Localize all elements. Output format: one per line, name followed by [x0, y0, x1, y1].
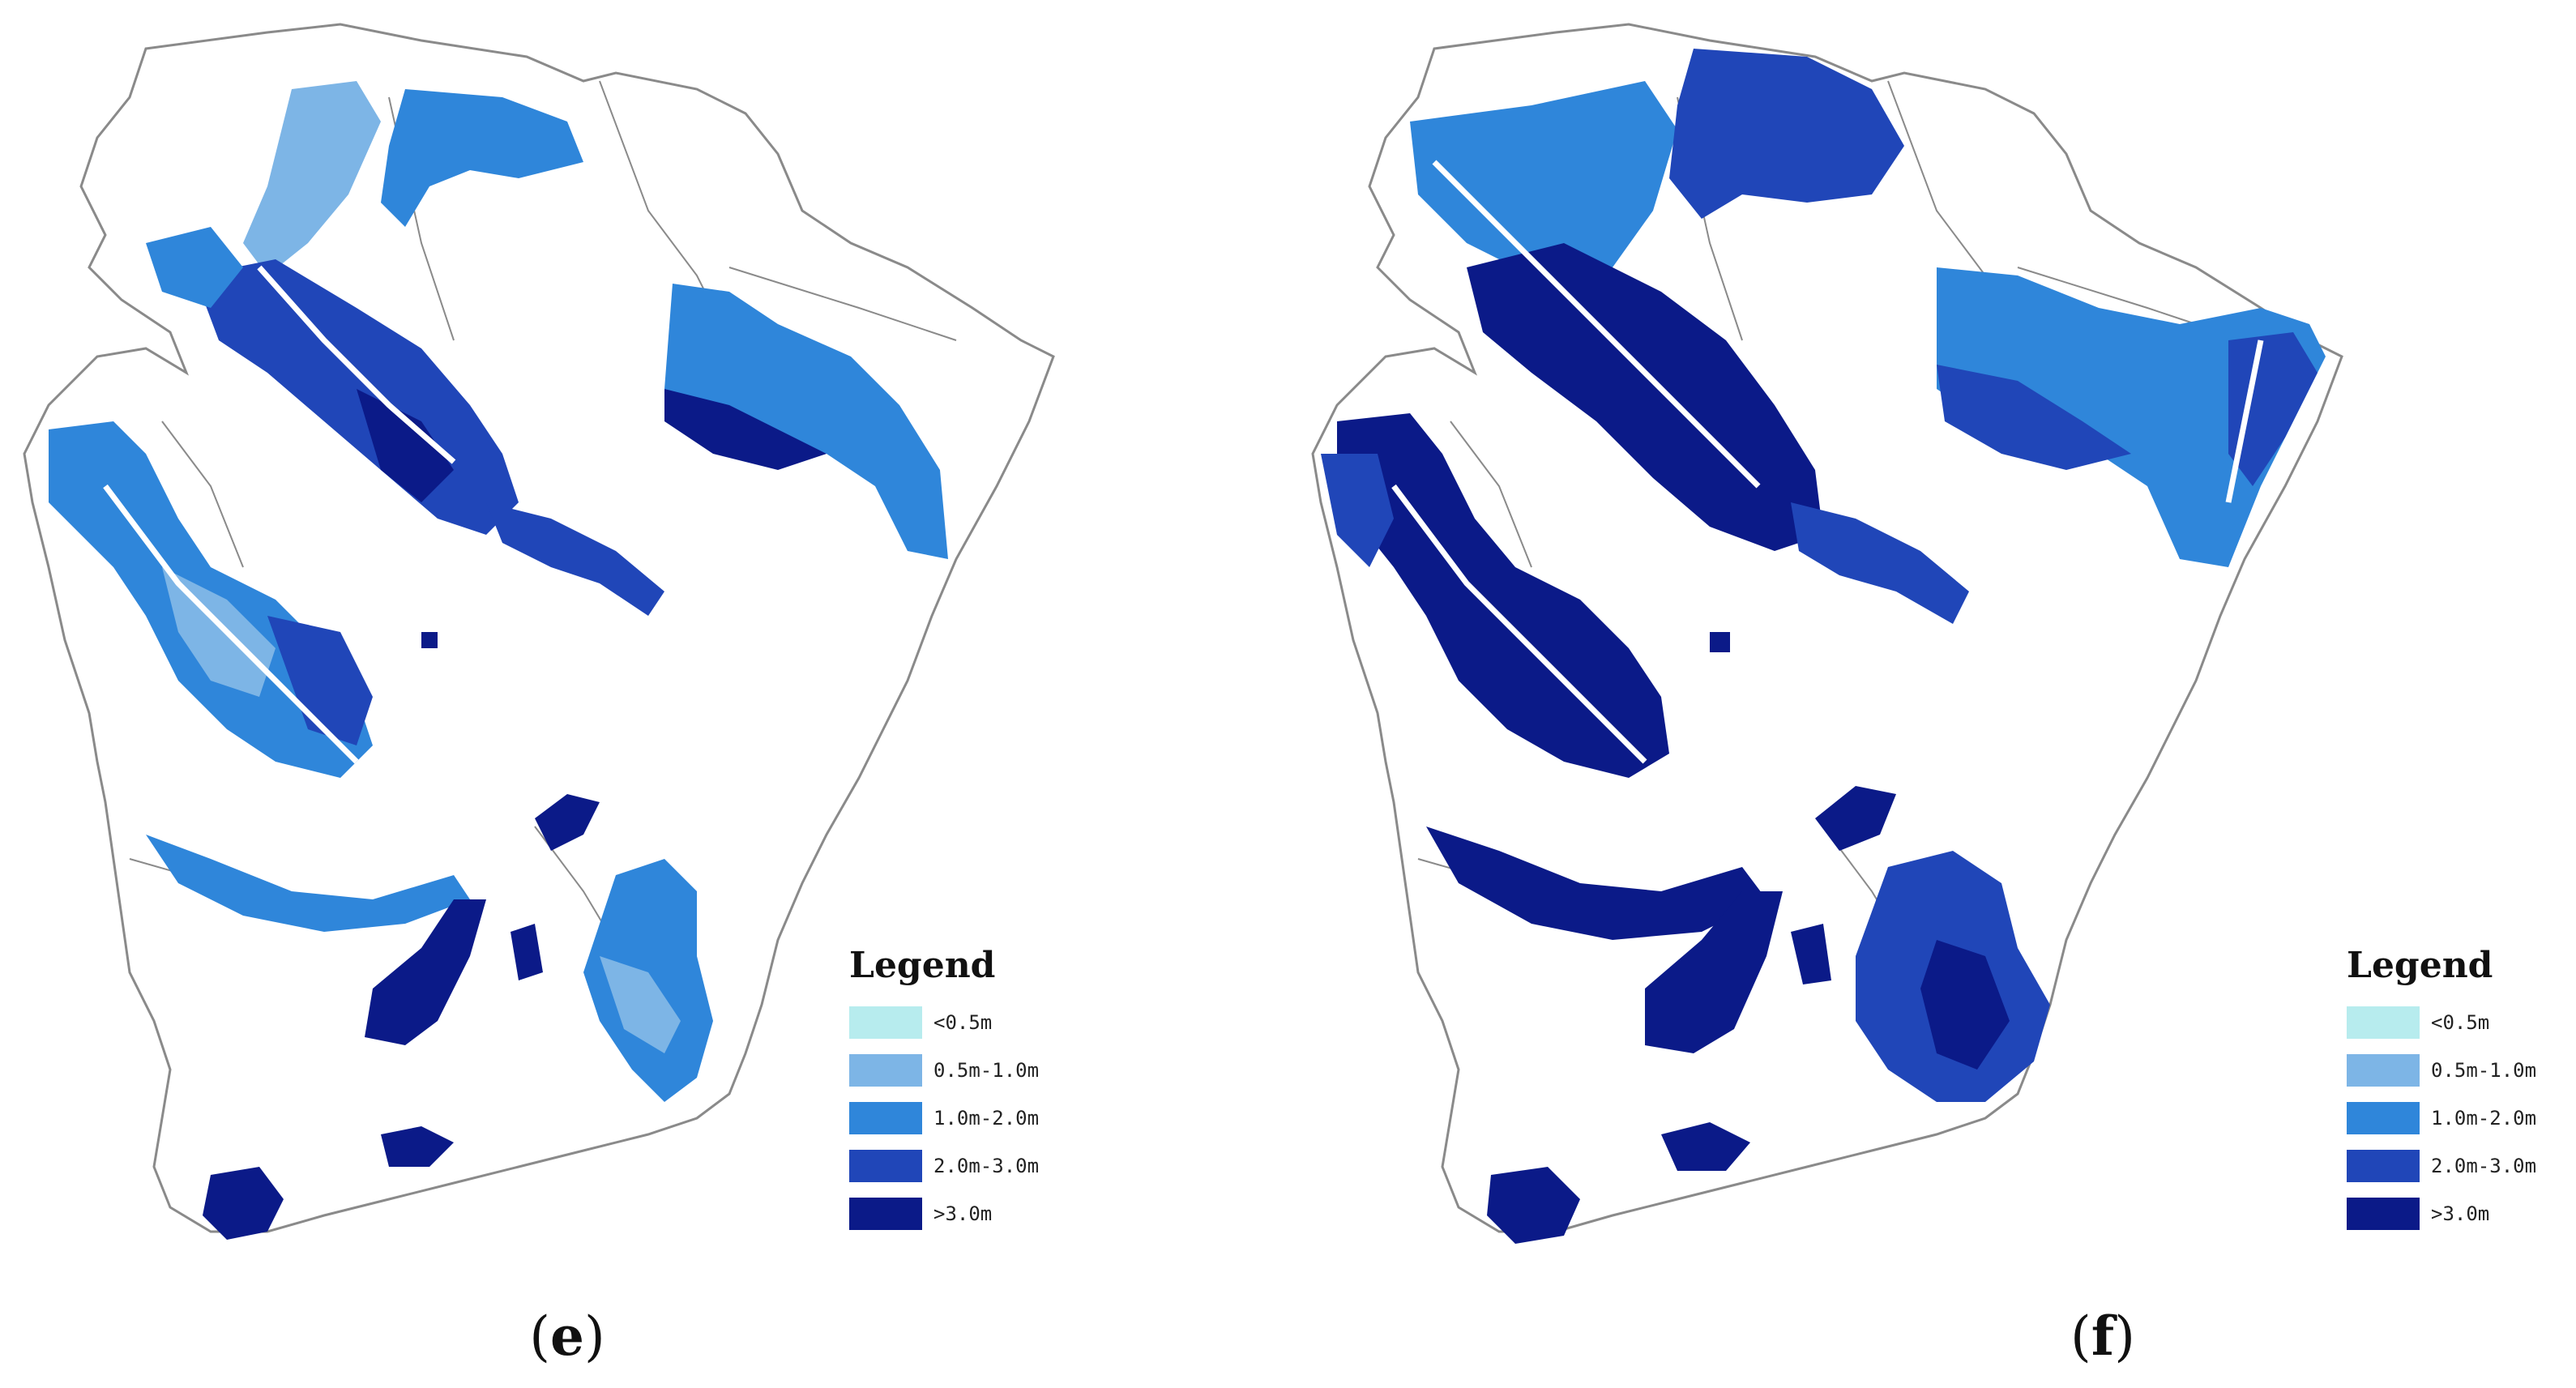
- legend-label: >3.0m: [2431, 1202, 2490, 1225]
- legend-item-lt-0-5m: <0.5m: [849, 1005, 1092, 1040]
- flood-zone-southeast-deep: [1920, 940, 2010, 1070]
- map-panel-f: Legend <0.5m 0.5m-1.0m 1.0m-2.0m 2.0m-3.…: [1288, 0, 2576, 1388]
- legend-item-1-0m-2-0m: 1.0m-2.0m: [849, 1100, 1092, 1136]
- flood-zone-east-deep: [1937, 332, 2318, 486]
- flood-zone-north: [1410, 81, 1677, 275]
- legend-label: <0.5m: [2431, 1011, 2490, 1034]
- flood-zone-central-arm: [1467, 243, 1823, 551]
- map-legend: Legend <0.5m 0.5m-1.0m 1.0m-2.0m 2.0m-3.…: [849, 948, 1092, 1244]
- flood-zone-north-core: [381, 89, 583, 227]
- flood-zone-south-tip: [1487, 1167, 1580, 1244]
- map-legend: Legend <0.5m 0.5m-1.0m 1.0m-2.0m 2.0m-3.…: [2347, 948, 2576, 1244]
- legend-label: <0.5m: [933, 1011, 993, 1034]
- flood-zone-south-small: [1661, 1122, 1750, 1171]
- legend-item-0-5m-1-0m: 0.5m-1.0m: [849, 1053, 1092, 1088]
- panel-caption-e: (e): [529, 1305, 605, 1368]
- legend-label: >3.0m: [933, 1202, 993, 1225]
- flood-zone-west: [1337, 413, 1669, 778]
- legend-label: 2.0m-3.0m: [2431, 1155, 2537, 1177]
- flood-zone-channel: [486, 502, 664, 616]
- legend-swatch: [2347, 1102, 2420, 1134]
- flood-depth-map-f: [1311, 23, 2343, 1244]
- legend-item-2-0m-3-0m: 2.0m-3.0m: [2347, 1148, 2576, 1184]
- legend-label: 0.5m-1.0m: [2431, 1059, 2537, 1082]
- flood-zone-south-small: [381, 1126, 454, 1167]
- region-boundary: [23, 23, 1055, 1233]
- flood-zone-southeast-light: [600, 956, 681, 1053]
- legend-swatch: [849, 1150, 922, 1182]
- flood-zone-south-shore: [1426, 826, 1766, 940]
- flood-zone-south-pocket: [1645, 891, 1783, 1053]
- legend-label: 0.5m-1.0m: [933, 1059, 1040, 1082]
- flood-zone-island: [535, 794, 600, 851]
- map-panel-e: Legend <0.5m 0.5m-1.0m 1.0m-2.0m 2.0m-3.…: [23, 23, 1092, 1368]
- legend-item-0-5m-1-0m: 0.5m-1.0m: [2347, 1053, 2576, 1088]
- region-boundary: [1311, 23, 2343, 1233]
- legend-label: 2.0m-3.0m: [933, 1155, 1040, 1177]
- internal-boundary: [1417, 80, 2245, 973]
- legend-title: Legend: [2347, 945, 2493, 986]
- flood-zone-central-arm: [194, 259, 519, 535]
- flood-zone-central-light: [146, 227, 243, 308]
- panel-caption-f: (f): [2070, 1305, 2135, 1368]
- flood-zone-east-deep: [664, 389, 827, 470]
- legend-swatch: [2347, 1054, 2420, 1087]
- flood-zone-south-pocket: [365, 899, 486, 1045]
- river: [103, 265, 456, 764]
- legend-item-gt-3-0m: >3.0m: [849, 1196, 1092, 1232]
- flood-zone-north: [243, 81, 381, 275]
- legend-item-1-0m-2-0m: 1.0m-2.0m: [2347, 1100, 2576, 1136]
- flood-zone-mid-dots: [421, 632, 543, 980]
- flood-zone-west-light: [1321, 454, 1394, 567]
- legend-item-2-0m-3-0m: 2.0m-3.0m: [849, 1148, 1092, 1184]
- flood-zone-north-core: [1669, 49, 1904, 219]
- flood-zone-west-light: [162, 567, 276, 697]
- flood-depth-map-e: [23, 23, 1055, 1240]
- legend-swatch: [849, 1102, 922, 1134]
- flood-zone-island: [1815, 786, 1896, 851]
- river: [1391, 160, 2264, 764]
- legend-swatch: [849, 1198, 922, 1230]
- legend-item-gt-3-0m: >3.0m: [2347, 1196, 2576, 1232]
- internal-boundary: [129, 80, 957, 973]
- legend-label: 1.0m-2.0m: [933, 1107, 1040, 1130]
- flood-zone-south-shore: [146, 835, 470, 932]
- legend-item-lt-0-5m: <0.5m: [2347, 1005, 2576, 1040]
- legend-swatch: [2347, 1198, 2420, 1230]
- legend-swatch: [2347, 1150, 2420, 1182]
- flood-zone-east: [664, 284, 948, 559]
- flood-zone-west-deep: [267, 616, 373, 745]
- legend-swatch: [2347, 1006, 2420, 1039]
- legend-title: Legend: [849, 945, 996, 986]
- legend-label: 1.0m-2.0m: [2431, 1107, 2537, 1130]
- flood-zone-mid-dots: [1710, 632, 1831, 984]
- flood-zone-channel: [1791, 502, 1969, 624]
- flood-zone-south-tip: [203, 1167, 284, 1240]
- legend-swatch: [849, 1006, 922, 1039]
- flood-zone-central-deep: [357, 389, 454, 502]
- legend-swatch: [849, 1054, 922, 1087]
